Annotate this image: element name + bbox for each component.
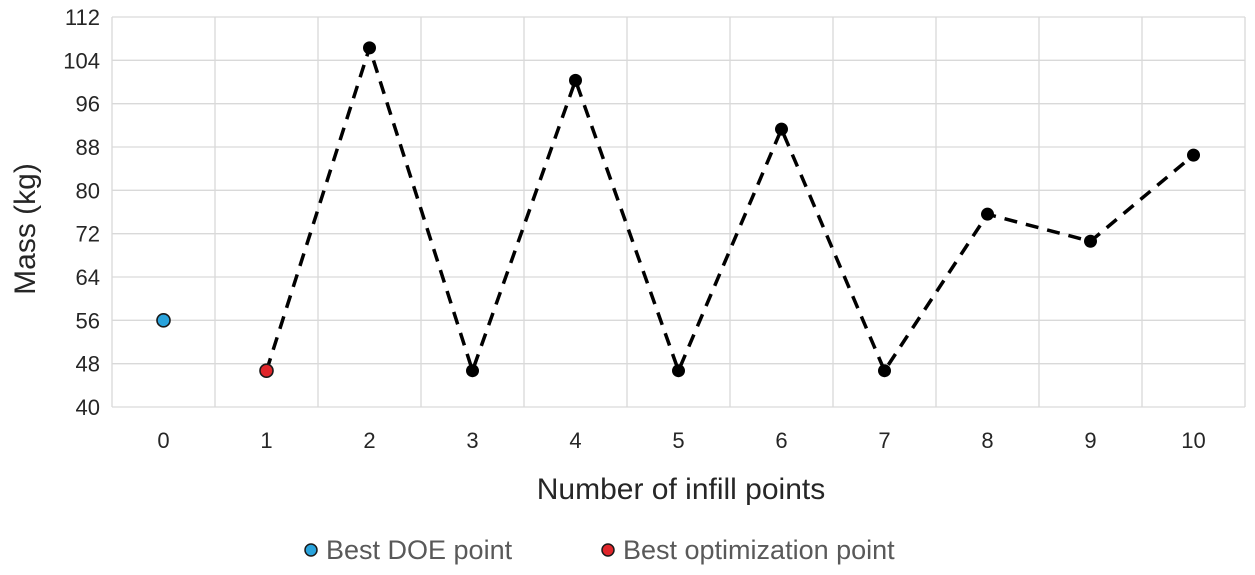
x-tick-label-3: 3 — [466, 428, 478, 453]
x-tick-label-8: 8 — [981, 428, 993, 453]
x-tick-label-4: 4 — [569, 428, 581, 453]
x-tick-label-1: 1 — [260, 428, 272, 453]
x-tick-label-6: 6 — [775, 428, 787, 453]
x-axis-title: Number of infill points — [537, 473, 825, 506]
y-axis-title: Mass (kg) — [9, 163, 42, 295]
point-series-2-x9 — [1084, 234, 1097, 248]
y-axis-ticks: 40 48 56 64 72 80 88 96 104 112 — [63, 5, 100, 420]
point-series-2-x10 — [1187, 148, 1200, 162]
y-tick-label-104: 104 — [63, 48, 100, 73]
point-series-1-x1 — [259, 363, 274, 379]
y-tick-label-48: 48 — [76, 352, 100, 377]
data-points — [156, 41, 1200, 379]
x-tick-label-2: 2 — [363, 428, 375, 453]
point-series-2-x3 — [466, 364, 479, 378]
series-2-dashed-line — [264, 42, 1195, 377]
point-series-2-x5 — [672, 364, 685, 378]
y-tick-label-72: 72 — [76, 222, 100, 247]
y-tick-label-40: 40 — [76, 395, 100, 420]
y-tick-label-112: 112 — [65, 5, 100, 30]
point-series-2-x6 — [775, 122, 788, 136]
series-lines — [264, 42, 1195, 377]
point-series-2-x7 — [878, 364, 891, 378]
y-tick-label-88: 88 — [76, 135, 100, 160]
y-tick-label-56: 56 — [76, 308, 100, 333]
legend-label-best-optimization: Best optimization point — [623, 535, 895, 565]
point-series-2-x2 — [363, 41, 376, 55]
x-tick-label-9: 9 — [1084, 428, 1096, 453]
point-series-2-x8 — [981, 207, 994, 221]
x-tick-label-7: 7 — [878, 428, 890, 453]
x-axis-ticks: 0 1 2 3 4 5 6 7 8 9 10 — [157, 428, 1205, 453]
point-series-0-x0 — [156, 313, 171, 328]
legend-marker-best-optimization — [601, 543, 615, 557]
legend: Best DOE point Best optimization point — [304, 535, 895, 565]
x-tick-label-10: 10 — [1181, 428, 1205, 453]
x-tick-label-0: 0 — [157, 428, 169, 453]
x-tick-label-5: 5 — [672, 428, 684, 453]
legend-marker-best-doe — [304, 543, 318, 557]
grid — [111, 16, 1246, 408]
y-tick-label-96: 96 — [76, 92, 100, 117]
y-tick-label-64: 64 — [76, 265, 100, 290]
y-tick-label-80: 80 — [76, 178, 100, 203]
legend-label-best-doe: Best DOE point — [326, 535, 513, 565]
point-series-2-x4 — [569, 73, 582, 87]
